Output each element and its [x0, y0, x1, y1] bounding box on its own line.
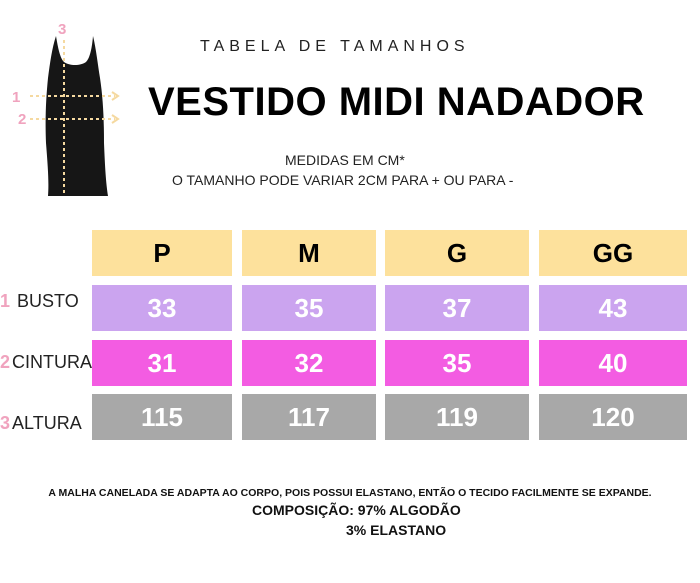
row-number-3: 3 [0, 412, 11, 433]
composition-line-1: COMPOSIÇÃO: 97% ALGODÃO [252, 502, 461, 518]
measurement-unit-note: MEDIDAS EM CM* [285, 152, 405, 168]
dress-silhouette [45, 36, 108, 196]
altura-m: 117 [242, 394, 376, 440]
row-label-text: BUSTO [12, 290, 79, 311]
size-header-p: P [92, 230, 232, 276]
size-variation-note: O TAMANHO PODE VARIAR 2CM PARA + OU PARA… [172, 172, 514, 188]
row-number-2: 2 [0, 351, 11, 372]
size-table-subtitle: TABELA DE TAMANHOS [200, 38, 470, 55]
product-title: VESTIDO MIDI NADADOR [148, 80, 645, 124]
cintura-g: 35 [385, 340, 529, 386]
row-number-1: 1 [0, 290, 11, 311]
size-header-gg: GG [539, 230, 687, 276]
busto-p: 33 [92, 285, 232, 331]
busto-g: 37 [385, 285, 529, 331]
composition-line-2: 3% ELASTANO [346, 522, 447, 538]
cintura-gg: 40 [539, 340, 687, 386]
row-label-cintura: 2 CINTURA [0, 349, 92, 375]
size-header-m: M [242, 230, 376, 276]
cintura-m: 32 [242, 340, 376, 386]
row-label-altura: 3 ALTURA [0, 410, 82, 436]
altura-p: 115 [92, 394, 232, 440]
marker-2: 2 [18, 111, 26, 128]
cintura-p: 31 [92, 340, 232, 386]
marker-3: 3 [58, 21, 66, 38]
row-label-busto: 1 BUSTO [0, 288, 79, 314]
dress-illustration: 3 1 2 [12, 21, 120, 196]
marker-1: 1 [12, 89, 20, 106]
row-label-text: ALTURA [12, 412, 82, 433]
altura-g: 119 [385, 394, 529, 440]
busto-m: 35 [242, 285, 376, 331]
row-label-text: CINTURA [12, 351, 93, 372]
size-header-g: G [385, 230, 529, 276]
fabric-note: A MALHA CANELADA SE ADAPTA AO CORPO, POI… [48, 487, 652, 499]
busto-gg: 43 [539, 285, 687, 331]
altura-gg: 120 [539, 394, 687, 440]
